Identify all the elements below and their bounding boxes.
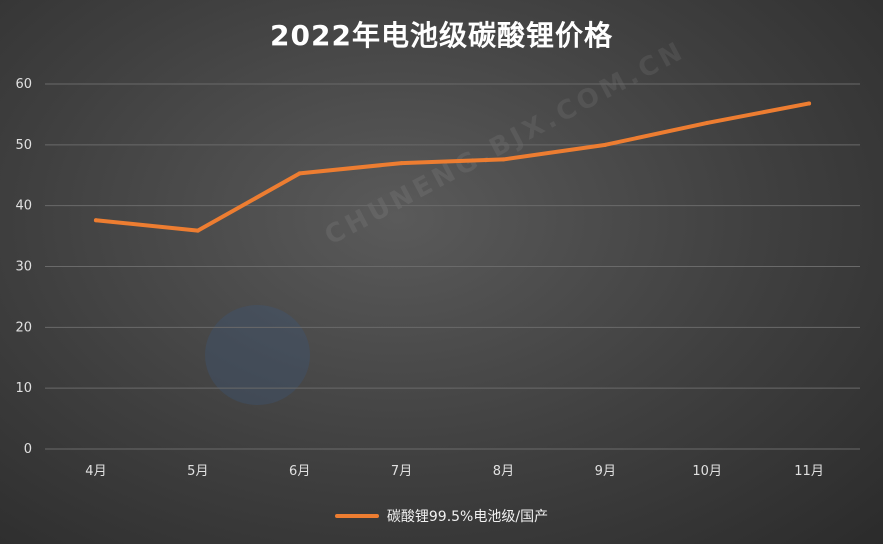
y-tick-label: 60 bbox=[15, 77, 32, 92]
x-tick-label: 9月 bbox=[595, 464, 616, 479]
x-tick-label: 10月 bbox=[692, 464, 722, 479]
x-tick-label: 8月 bbox=[493, 464, 514, 479]
x-tick-label: 4月 bbox=[85, 464, 106, 479]
x-tick-label: 11月 bbox=[794, 464, 824, 479]
x-tick-label: 5月 bbox=[187, 464, 208, 479]
series-line bbox=[93, 101, 812, 233]
y-tick-label: 0 bbox=[24, 442, 32, 457]
legend-label: 碳酸锂99.5%电池级/国产 bbox=[386, 509, 549, 525]
data-point bbox=[501, 157, 506, 162]
x-tick-label: 7月 bbox=[391, 464, 412, 479]
series-layer bbox=[93, 101, 812, 233]
legend: 碳酸锂99.5%电池级/国产 bbox=[0, 506, 883, 526]
y-tick-label: 10 bbox=[15, 381, 32, 396]
y-tick-label: 20 bbox=[15, 320, 32, 335]
data-point bbox=[705, 120, 710, 125]
x-tick-label: 6月 bbox=[289, 464, 310, 479]
data-point bbox=[603, 142, 608, 147]
y-tick-label: 50 bbox=[15, 138, 32, 153]
data-point bbox=[807, 101, 812, 106]
data-point bbox=[93, 218, 98, 223]
data-point bbox=[297, 171, 302, 176]
chart-title: 2022年电池级碳酸锂价格 bbox=[270, 19, 613, 52]
y-axis-ticks: 0 10 20 30 40 50 60 bbox=[15, 77, 32, 457]
x-axis-ticks: 4月 5月 6月 7月 8月 9月 10月 11月 bbox=[85, 464, 824, 479]
data-point bbox=[195, 228, 200, 233]
grid-lines bbox=[45, 83, 860, 450]
y-tick-label: 40 bbox=[15, 199, 32, 214]
y-tick-label: 30 bbox=[15, 260, 32, 275]
data-point bbox=[399, 161, 404, 166]
legend-swatch bbox=[334, 514, 379, 518]
